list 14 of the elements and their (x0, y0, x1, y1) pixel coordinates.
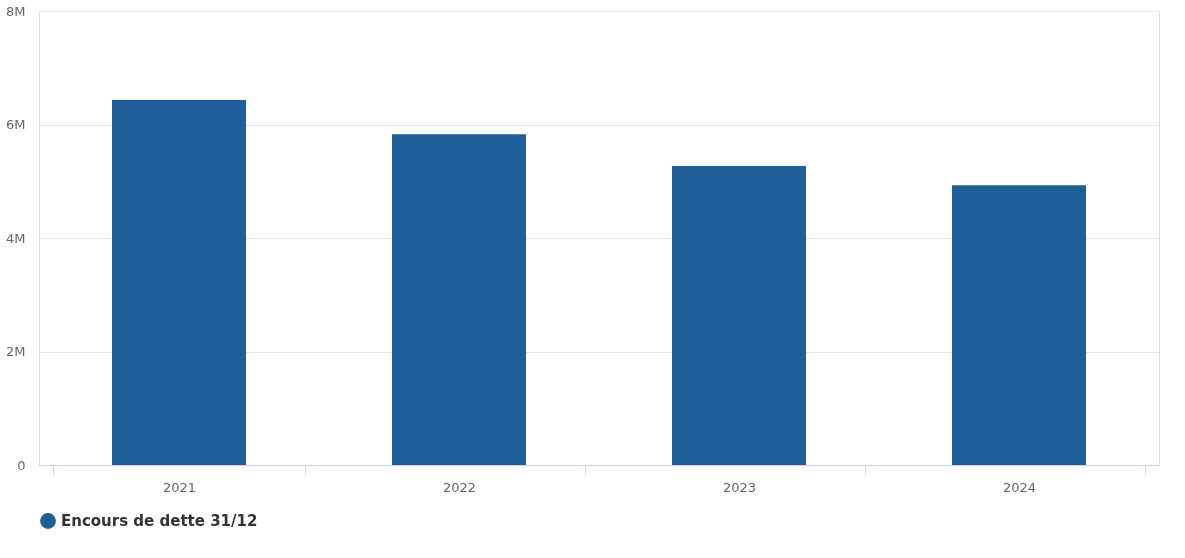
bar (952, 185, 1086, 465)
y-tick-label: 8M (6, 3, 26, 19)
y-tick-label: 0 (17, 457, 26, 473)
y-tick-label: 4M (6, 230, 26, 246)
y-tick-label: 6M (6, 117, 26, 132)
legend-label: Encours de dette 31/12 (61, 512, 258, 530)
bar (672, 165, 806, 465)
y-tick-label: 2M (6, 344, 26, 359)
bar (392, 134, 526, 465)
x-tick-label: 2024 (1002, 479, 1037, 495)
x-tick-label: 2021 (162, 479, 197, 495)
x-tick-label: 2023 (722, 479, 757, 495)
bar (112, 100, 246, 465)
x-tick-label: 2022 (442, 479, 477, 495)
